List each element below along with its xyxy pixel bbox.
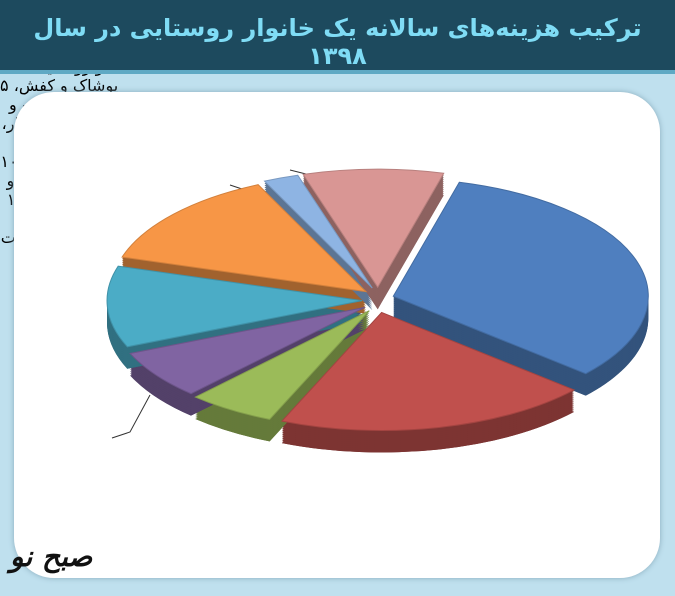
- logo: صبح نو: [10, 540, 93, 573]
- slice: [194, 310, 370, 420]
- slice: [280, 311, 576, 431]
- chart-title: ترکیب هزینه‌های سالانه یک خانوار روستایی…: [33, 14, 642, 70]
- leader-line: [111, 394, 151, 439]
- header: ترکیب هزینه‌های سالانه یک خانوار روستایی…: [0, 0, 675, 74]
- slice: [392, 181, 649, 375]
- slice: [302, 168, 445, 289]
- value-label: ۱۰: [0, 152, 18, 171]
- value-label: ۵: [0, 76, 9, 95]
- slice: [263, 174, 373, 289]
- slice: [129, 306, 366, 395]
- slice: [121, 184, 368, 293]
- slice-label: پوشاک و کفش، ۵: [0, 76, 120, 95]
- category-label: پوشاک و کفش،: [13, 76, 119, 95]
- slice: [106, 265, 363, 348]
